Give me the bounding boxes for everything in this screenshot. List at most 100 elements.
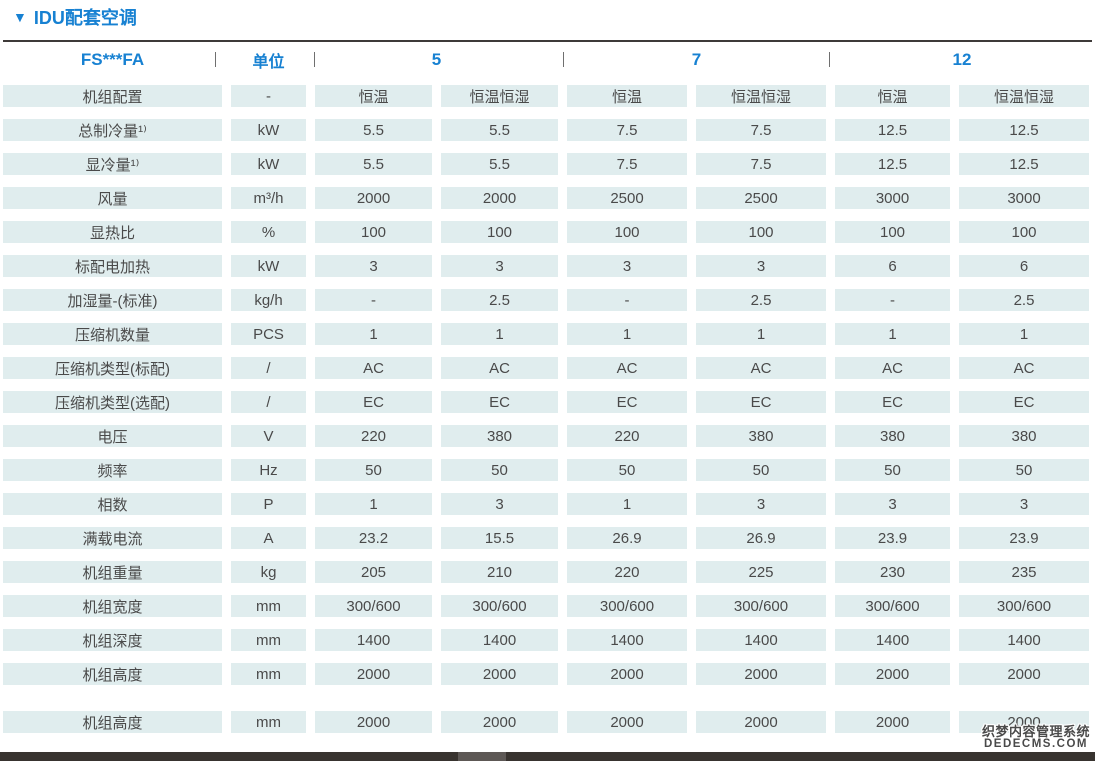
row-value: 3000 <box>835 187 950 209</box>
row-value: - <box>567 289 687 311</box>
row-unit: Hz <box>231 459 306 481</box>
watermark-line1: 织梦内容管理系统 <box>981 724 1090 739</box>
table-row: 压缩机类型(选配) / EC EC EC EC EC EC <box>3 391 1092 413</box>
row-unit: PCS <box>231 323 306 345</box>
page-title: IDU配套空调 <box>33 8 137 28</box>
row-value: AC <box>441 357 558 379</box>
row-label: 机组深度 <box>3 629 222 651</box>
row-value: 2000 <box>315 711 432 733</box>
row-value: 230 <box>835 561 950 583</box>
row-value: 205 <box>315 561 432 583</box>
row-value: 3 <box>441 255 558 277</box>
row-value: 235 <box>959 561 1089 583</box>
row-value: 3 <box>441 493 558 515</box>
horizontal-scrollbar[interactable] <box>0 752 1095 761</box>
row-value: 300/600 <box>441 595 558 617</box>
header-model: FS***FA <box>80 50 145 69</box>
row-value: 380 <box>959 425 1089 447</box>
row-value: 3 <box>696 493 826 515</box>
row-value: 5.5 <box>315 119 432 141</box>
row-label: 总制冷量¹⁾ <box>3 119 222 141</box>
row-value: 2000 <box>696 711 826 733</box>
row-value: 1 <box>315 493 432 515</box>
row-value: 1 <box>567 323 687 345</box>
row-unit: / <box>231 391 306 413</box>
row-value: 50 <box>959 459 1089 481</box>
row-value: AC <box>315 357 432 379</box>
header-unit: 单位 <box>252 54 285 71</box>
section-marker-icon: ▼ <box>13 9 27 25</box>
row-value: 5.5 <box>315 153 432 175</box>
row-value: EC <box>441 391 558 413</box>
header-separator <box>314 52 315 67</box>
row-value: 50 <box>567 459 687 481</box>
watermark-line2: DEDECMS.COM <box>983 738 1088 750</box>
row-value: 12.5 <box>959 153 1089 175</box>
table-row: 机组高度 mm 2000 2000 2000 2000 2000 2000 <box>3 711 1092 733</box>
table-row: 机组宽度 mm 300/600 300/600 300/600 300/600 … <box>3 595 1092 617</box>
row-value: 300/600 <box>315 595 432 617</box>
row-value: 300/600 <box>567 595 687 617</box>
scrollbar-thumb[interactable] <box>458 752 506 761</box>
row-unit: mm <box>231 595 306 617</box>
row-unit: V <box>231 425 306 447</box>
row-value: 100 <box>835 221 950 243</box>
row-value: 300/600 <box>835 595 950 617</box>
row-value: 225 <box>696 561 826 583</box>
row-value: 3000 <box>959 187 1089 209</box>
row-label: 电压 <box>3 425 222 447</box>
row-value: 2000 <box>315 663 432 685</box>
row-value: EC <box>835 391 950 413</box>
row-unit: m³/h <box>231 187 306 209</box>
row-value: 50 <box>696 459 826 481</box>
row-value: 2000 <box>567 711 687 733</box>
row-value: 220 <box>567 425 687 447</box>
row-label: 显热比 <box>3 221 222 243</box>
row-value: 100 <box>959 221 1089 243</box>
row-value: 2000 <box>959 663 1089 685</box>
row-label: 机组配置 <box>3 85 222 107</box>
row-value: 2000 <box>696 663 826 685</box>
header-group-7: 7 <box>691 50 702 69</box>
row-label: 标配电加热 <box>3 255 222 277</box>
row-value: 100 <box>567 221 687 243</box>
table-row: 机组高度 mm 2000 2000 2000 2000 2000 2000 <box>3 663 1092 685</box>
row-value: 2.5 <box>441 289 558 311</box>
header-separator <box>215 52 216 67</box>
row-unit: - <box>231 85 306 107</box>
table-row: 机组配置 - 恒温 恒温恒湿 恒温 恒温恒湿 恒温 恒温恒湿 <box>3 85 1092 107</box>
row-value: 7.5 <box>567 153 687 175</box>
row-value: 恒温 <box>315 85 432 107</box>
row-value: 1400 <box>567 629 687 651</box>
table-row: 机组深度 mm 1400 1400 1400 1400 1400 1400 <box>3 629 1092 651</box>
row-value: 50 <box>835 459 950 481</box>
table-row: 电压 V 220 380 220 380 380 380 <box>3 425 1092 447</box>
row-value: 3 <box>567 255 687 277</box>
table-row: 压缩机类型(标配) / AC AC AC AC AC AC <box>3 357 1092 379</box>
row-label: 显冷量¹⁾ <box>3 153 222 175</box>
row-value: 恒温恒湿 <box>696 85 826 107</box>
row-value: 2000 <box>315 187 432 209</box>
row-value: 12.5 <box>959 119 1089 141</box>
row-value: - <box>315 289 432 311</box>
row-value: 2000 <box>441 711 558 733</box>
row-unit: A <box>231 527 306 549</box>
row-value: AC <box>959 357 1089 379</box>
row-value: 7.5 <box>696 119 826 141</box>
row-label: 压缩机数量 <box>3 323 222 345</box>
watermark: 织梦内容管理系统 DEDECMS.COM <box>982 725 1090 751</box>
row-value: 23.9 <box>959 527 1089 549</box>
row-value: 300/600 <box>959 595 1089 617</box>
row-unit: mm <box>231 629 306 651</box>
row-value: 1 <box>959 323 1089 345</box>
table-row: 频率 Hz 50 50 50 50 50 50 <box>3 459 1092 481</box>
row-value: 2.5 <box>959 289 1089 311</box>
row-value: 恒温恒湿 <box>959 85 1089 107</box>
row-value: 2000 <box>835 711 950 733</box>
row-value: EC <box>959 391 1089 413</box>
row-value: 1400 <box>441 629 558 651</box>
header-group-5: 5 <box>431 50 442 69</box>
row-value: 3 <box>835 493 950 515</box>
table-row: 总制冷量¹⁾ kW 5.5 5.5 7.5 7.5 12.5 12.5 <box>3 119 1092 141</box>
row-label: 风量 <box>3 187 222 209</box>
